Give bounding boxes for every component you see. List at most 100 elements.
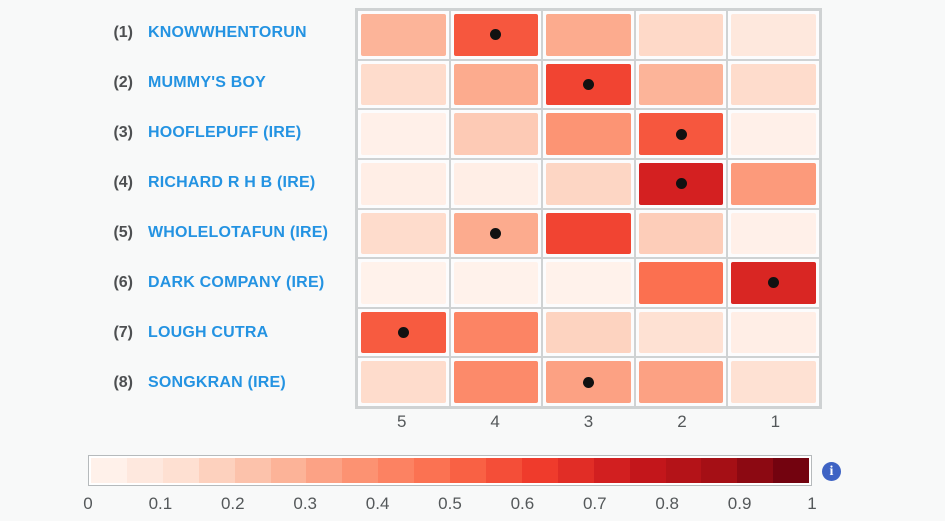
- info-icon[interactable]: i: [822, 462, 841, 481]
- heatmap-cell-fill: [546, 63, 631, 106]
- heatmap-cell: [634, 10, 728, 60]
- colorbar-tick-label: 0.3: [293, 494, 318, 513]
- runner-row-label: (7) LOUGH CUTRA: [0, 308, 348, 358]
- heatmap-cell-fill: [361, 63, 446, 106]
- colorbar-segment: [737, 458, 774, 483]
- heatmap-cell-fill: [453, 162, 539, 205]
- heatmap-cell: [634, 307, 728, 358]
- colorbar-tick-label: 0.4: [365, 494, 390, 513]
- result-dot-marker: [490, 29, 502, 41]
- horse-name-link[interactable]: DARK COMPANY (IRE): [148, 274, 325, 291]
- x-axis-tick-labels: 5 4 3 2 1: [355, 412, 822, 436]
- colorbar-segment: [414, 458, 451, 483]
- saddle-number: (7): [113, 324, 133, 341]
- colorbar-segment: [773, 458, 810, 483]
- horse-name-link[interactable]: KNOWWHENTORUN: [148, 24, 307, 41]
- colorbar-segment: [593, 458, 630, 483]
- heatmap-cell-fill: [546, 162, 631, 205]
- heatmap-cell: [357, 10, 450, 60]
- heatmap-grid: [355, 8, 822, 409]
- runner-row-label: (6) DARK COMPANY (IRE): [0, 258, 348, 308]
- horse-name-link[interactable]: RICHARD R H B (IRE): [148, 174, 316, 191]
- heatmap-cell: [449, 258, 543, 308]
- colorbar-tick-label: 0.6: [510, 494, 535, 513]
- heatmap-cell: [449, 59, 543, 110]
- heatmap-cell: [449, 208, 543, 259]
- colorbar-segment: [557, 458, 594, 483]
- heatmap-cell-fill: [453, 262, 539, 304]
- result-dot-marker: [582, 376, 594, 388]
- heatmap-cell-fill: [546, 14, 631, 56]
- result-dot-marker: [675, 128, 687, 140]
- heatmap-cell-fill: [638, 311, 724, 354]
- heatmap-cell: [727, 158, 820, 209]
- heatmap-cell: [727, 109, 820, 159]
- x-tick-label: 3: [583, 412, 594, 431]
- heatmap-cell-fill: [638, 14, 724, 56]
- colorbar-segment: [306, 458, 343, 483]
- heatmap-cell: [542, 357, 635, 407]
- colorbar-segment: [521, 458, 558, 483]
- colorbar-segment: [701, 458, 738, 483]
- heatmap-cell-fill: [638, 162, 724, 205]
- colorbar-segment: [485, 458, 522, 483]
- heatmap-cell-fill: [546, 262, 631, 304]
- heatmap-cell: [727, 258, 820, 308]
- heatmap-cell-fill: [638, 212, 724, 255]
- heatmap-cell-fill: [731, 113, 816, 155]
- runner-row-label: (2) MUMMY'S BOY: [0, 58, 348, 108]
- heatmap-cell: [634, 258, 728, 308]
- saddle-number: (6): [113, 274, 133, 291]
- horse-name-link[interactable]: WHOLELOTAFUN (IRE): [148, 224, 329, 241]
- heatmap-cell-fill: [361, 212, 446, 255]
- x-tick-label: 2: [677, 412, 687, 431]
- saddle-number: (8): [113, 374, 133, 391]
- colorbar-segment: [126, 458, 163, 483]
- result-dot-marker: [582, 78, 594, 90]
- heatmap-cell: [542, 10, 635, 60]
- heatmap-cell-fill: [731, 311, 816, 354]
- horse-name-link[interactable]: SONGKRAN (IRE): [148, 374, 286, 391]
- heatmap-panel: (1) KNOWWHENTORUN (2) MUMMY'S BOY (3) HOOFLEP…: [0, 8, 841, 516]
- heatmap-cell: [727, 59, 820, 110]
- heatmap-cell-fill: [361, 311, 446, 354]
- heatmap-cell-fill: [453, 361, 539, 403]
- horse-name-link[interactable]: MUMMY'S BOY: [148, 74, 267, 91]
- heatmap-cell-fill: [361, 14, 446, 56]
- result-dot-marker: [675, 178, 687, 190]
- colorbar-segment: [270, 458, 307, 483]
- runner-row-label: (4) RICHARD R H B (IRE): [0, 158, 348, 208]
- heatmap-cell-fill: [731, 63, 816, 106]
- colorbar-segment: [342, 458, 379, 483]
- heatmap-cell-fill: [731, 14, 816, 56]
- colorbar-tick-label: 1: [807, 494, 817, 513]
- horse-name-link[interactable]: LOUGH CUTRA: [148, 324, 269, 341]
- colorbar-segment: [91, 458, 127, 483]
- x-tick-label: 1: [770, 412, 781, 431]
- heatmap-cell: [357, 208, 450, 259]
- heatmap-cell: [449, 109, 543, 159]
- heatmap-cell: [542, 307, 635, 358]
- heatmap-cell-fill: [731, 212, 816, 255]
- bottom-strip: [0, 521, 945, 532]
- heatmap-cell: [449, 307, 543, 358]
- horse-name-link[interactable]: HOOFLEPUFF (IRE): [148, 124, 302, 141]
- heatmap-cell-fill: [546, 311, 631, 354]
- colorbar-segment: [162, 458, 199, 483]
- heatmap-cell: [357, 258, 450, 308]
- colorbar-segment: [629, 458, 666, 483]
- saddle-number: (5): [113, 224, 133, 241]
- heatmap-cell-fill: [453, 311, 539, 354]
- colorbar-segment: [234, 458, 271, 483]
- heatmap-cell-fill: [638, 262, 724, 304]
- runner-labels: (1) KNOWWHENTORUN (2) MUMMY'S BOY (3) HOOFLEP…: [0, 8, 348, 408]
- saddle-number: (2): [113, 74, 133, 91]
- colorbar-tick-label: 0: [83, 494, 93, 513]
- heatmap-cell-fill: [361, 162, 446, 205]
- heatmap-cell-fill: [546, 212, 631, 255]
- saddle-number: (4): [113, 174, 133, 191]
- runner-row-label: (8) SONGKRAN (IRE): [0, 358, 348, 408]
- colorbar-tick-labels: 0 0.1 0.2 0.3 0.4 0.5 0.6 0.7 0.8 0.9 1: [83, 494, 816, 516]
- heatmap-cell: [542, 208, 635, 259]
- heatmap-cell: [357, 109, 450, 159]
